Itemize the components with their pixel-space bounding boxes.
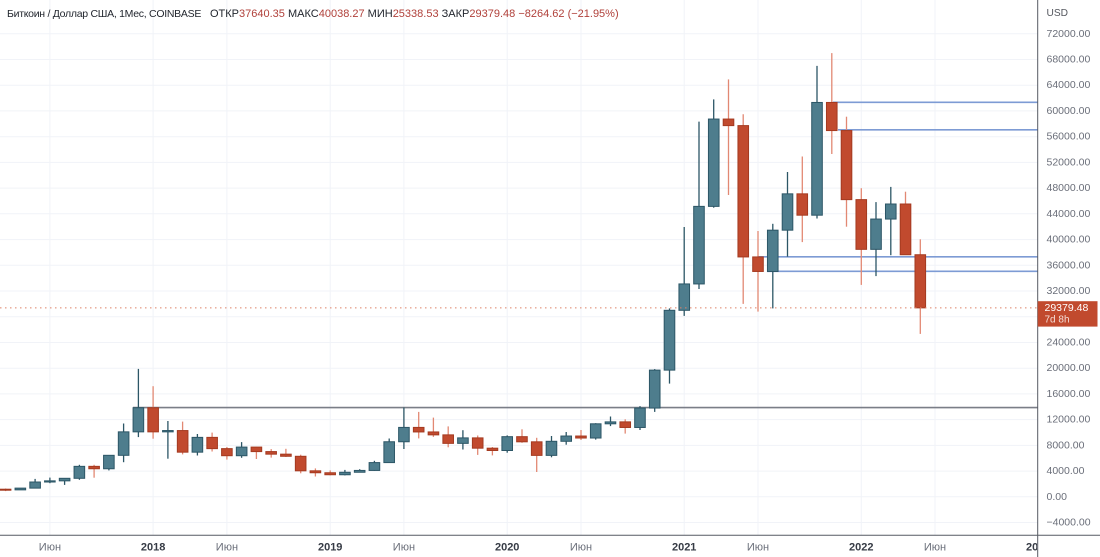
svg-text:Июн: Июн [570,542,592,554]
svg-text:7d 8h: 7d 8h [1045,315,1070,326]
svg-text:64000.00: 64000.00 [1047,79,1091,91]
svg-text:2019: 2019 [318,542,342,554]
svg-text:8000.00: 8000.00 [1047,439,1085,451]
svg-text:−4000.00: −4000.00 [1047,517,1091,529]
svg-text:36000.00: 36000.00 [1047,259,1091,271]
svg-text:Июн: Июн [216,542,238,554]
svg-text:Июн: Июн [393,542,415,554]
svg-text:Июн: Июн [39,542,61,554]
svg-text:40000.00: 40000.00 [1047,234,1091,246]
svg-text:32000.00: 32000.00 [1047,285,1091,297]
svg-text:60000.00: 60000.00 [1047,105,1091,117]
svg-text:2020: 2020 [495,542,519,554]
svg-text:20000.00: 20000.00 [1047,362,1091,374]
svg-text:USD: USD [1047,8,1069,19]
svg-text:52000.00: 52000.00 [1047,156,1091,168]
svg-text:29379.48: 29379.48 [1045,302,1089,314]
svg-text:Июн: Июн [924,542,946,554]
svg-text:0.00: 0.00 [1047,491,1068,503]
svg-text:4000.00: 4000.00 [1047,465,1085,477]
svg-text:24000.00: 24000.00 [1047,337,1091,349]
svg-text:56000.00: 56000.00 [1047,131,1091,143]
svg-text:12000.00: 12000.00 [1047,414,1091,426]
svg-text:48000.00: 48000.00 [1047,182,1091,194]
svg-text:68000.00: 68000.00 [1047,54,1091,66]
svg-text:2021: 2021 [672,542,696,554]
svg-text:44000.00: 44000.00 [1047,208,1091,220]
svg-text:72000.00: 72000.00 [1047,28,1091,40]
svg-text:Июн: Июн [747,542,769,554]
svg-text:2018: 2018 [141,542,165,554]
svg-text:16000.00: 16000.00 [1047,388,1091,400]
svg-text:2023: 2023 [1026,542,1050,554]
svg-text:Биткоин / Доллар США, 1Мес, CO: Биткоин / Доллар США, 1Мес, COINBASE [7,8,201,20]
svg-text:2022: 2022 [849,542,873,554]
svg-text:ОТКР37640.35 МАКС40038.27 МИН2: ОТКР37640.35 МАКС40038.27 МИН25338.53 ЗА… [210,8,619,20]
